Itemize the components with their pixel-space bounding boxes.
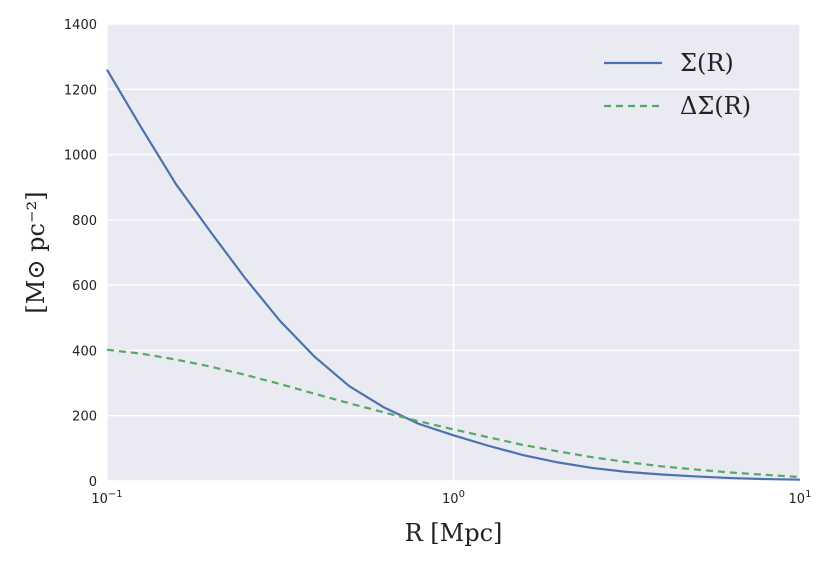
x-axis-label: R [Mpc] — [405, 519, 503, 547]
y-tick-label: 200 — [72, 410, 97, 425]
ticks: 0 200 400 600 800 1000 1200 1400 10−1 100 101 — [64, 18, 812, 507]
y-tick-label: 0 — [89, 475, 97, 490]
y-axis-label: [M⊙ pc⁻²] — [22, 191, 50, 313]
y-tick-label: 1400 — [64, 18, 97, 33]
x-tick-label: 100 — [442, 489, 465, 507]
legend-label-delta-sigma: ΔΣ(R) — [680, 92, 751, 120]
y-tick-label: 800 — [72, 214, 97, 229]
legend: Σ(R) ΔΣ(R) — [604, 49, 751, 120]
series-line-1 — [106, 348, 801, 479]
y-tick-label: 1200 — [64, 83, 97, 98]
grid — [106, 23, 801, 482]
x-tick-label: 101 — [789, 489, 812, 507]
x-tick-label: 10−1 — [91, 489, 122, 507]
y-tick-label: 1000 — [64, 149, 97, 164]
series-line-0 — [106, 69, 801, 481]
series-layer — [106, 69, 801, 481]
legend-label-sigma: Σ(R) — [680, 49, 734, 77]
y-tick-label: 400 — [72, 344, 97, 359]
y-tick-label: 600 — [72, 279, 97, 294]
